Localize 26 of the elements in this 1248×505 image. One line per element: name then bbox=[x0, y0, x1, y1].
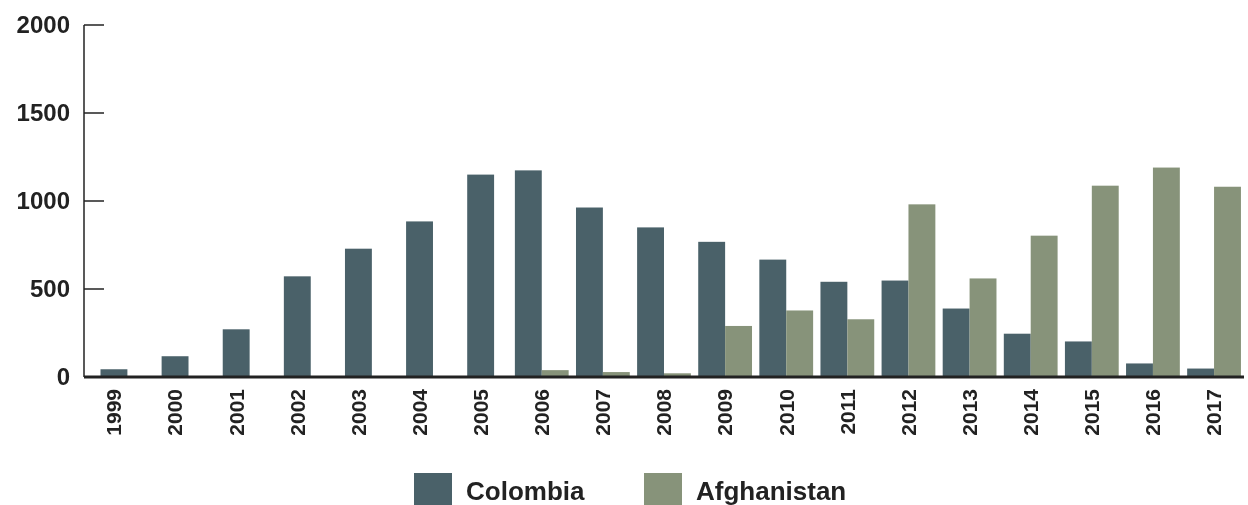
x-tick-label: 2012 bbox=[896, 389, 920, 436]
x-tick-label: 2001 bbox=[224, 388, 248, 436]
x-tick-label: 2006 bbox=[530, 389, 554, 436]
x-tick-label: 2008 bbox=[652, 388, 676, 436]
x-tick-label: 2017 bbox=[1202, 389, 1226, 436]
x-tick-label: 2009 bbox=[713, 389, 737, 436]
x-tick-label: 2014 bbox=[1019, 388, 1043, 436]
x-tick-label: 2016 bbox=[1141, 389, 1165, 436]
y-tick-label: 500 bbox=[29, 275, 70, 303]
legend-label: Afghanistan bbox=[696, 476, 847, 505]
x-tick-label: 2011 bbox=[835, 388, 859, 435]
x-tick-label: 2003 bbox=[346, 389, 370, 436]
y-tick-label: 2000 bbox=[16, 11, 70, 39]
x-tick-label: 2010 bbox=[774, 389, 798, 436]
x-tick-label: 2002 bbox=[285, 389, 309, 436]
y-tick-label: 1500 bbox=[16, 99, 70, 127]
y-tick-label: 0 bbox=[56, 363, 70, 391]
x-tick-label: 2013 bbox=[957, 389, 981, 436]
x-tick-label: 2007 bbox=[591, 389, 615, 436]
x-tick-label: 2015 bbox=[1080, 388, 1104, 436]
x-tick-label: 1999 bbox=[102, 389, 126, 436]
legend-label: Colombia bbox=[466, 476, 585, 505]
y-tick-label: 1000 bbox=[16, 187, 70, 215]
x-tick-label: 2000 bbox=[163, 389, 187, 436]
x-tick-label: 2004 bbox=[407, 388, 431, 436]
x-tick-label: 2005 bbox=[469, 388, 492, 436]
